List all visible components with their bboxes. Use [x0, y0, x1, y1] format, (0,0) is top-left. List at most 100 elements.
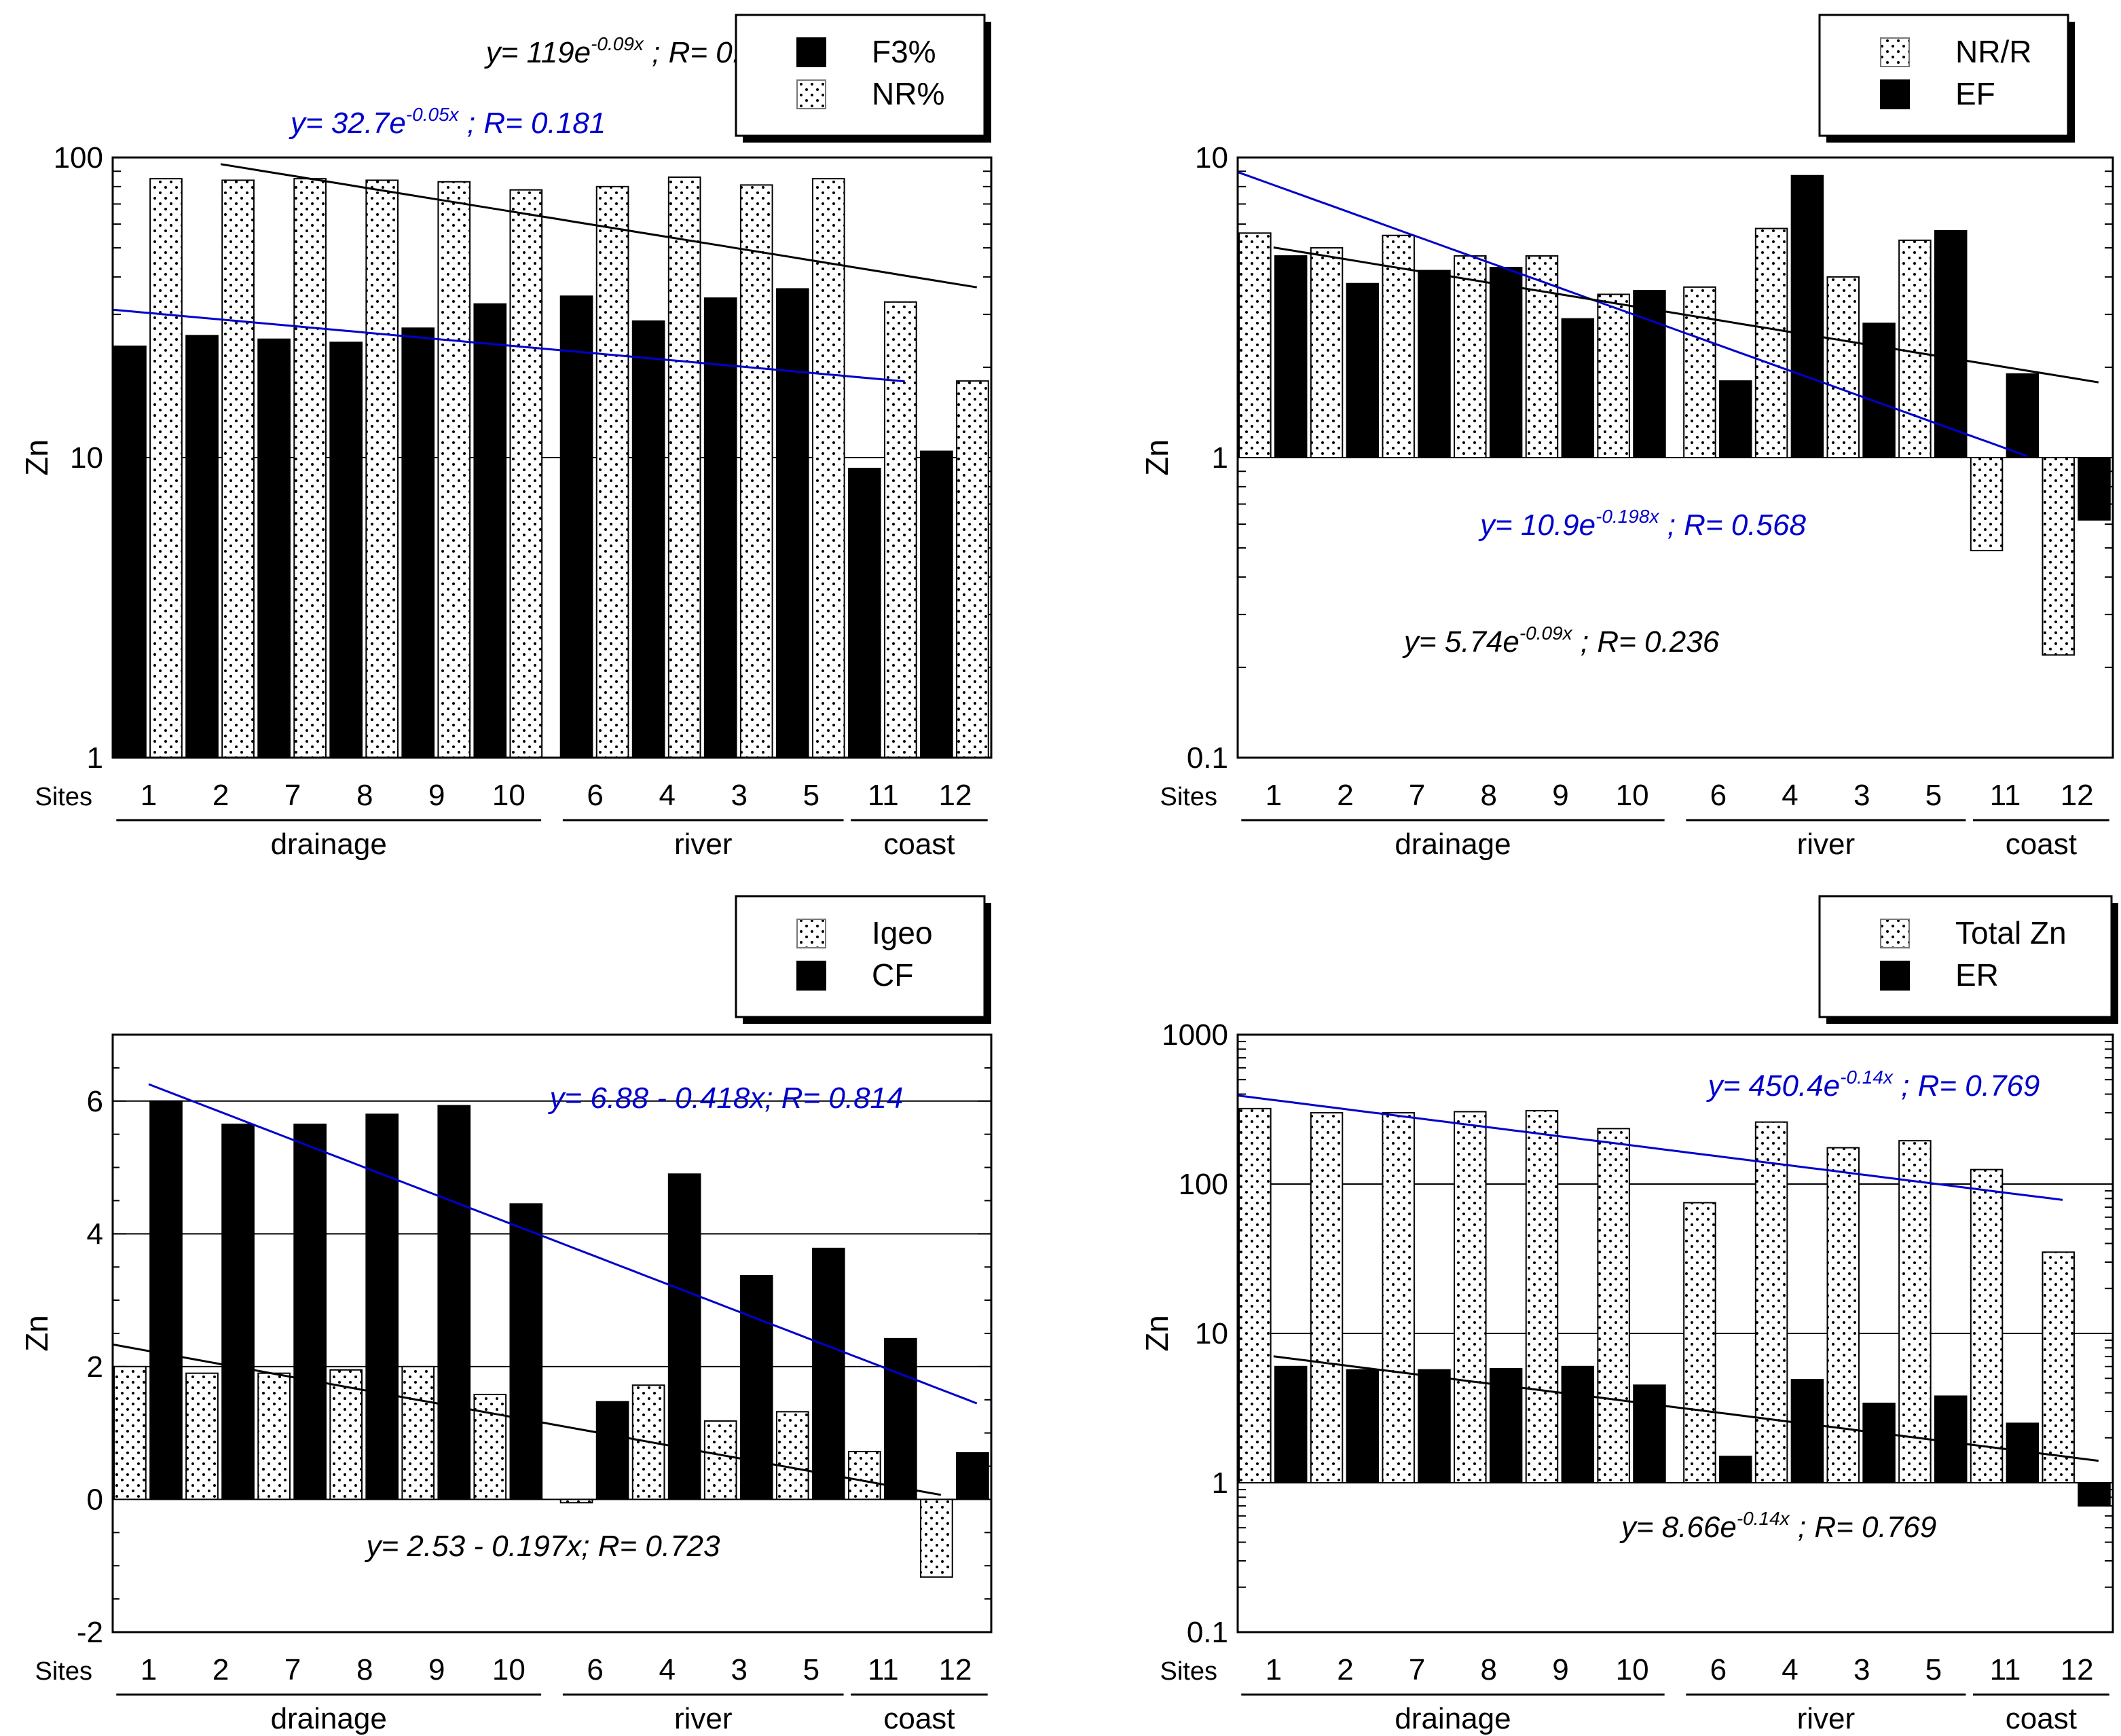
bar-nr-r-site-11 — [1970, 457, 2004, 551]
legend-label-1: NR/R — [1955, 34, 2031, 69]
bar-f3--site-10 — [473, 303, 507, 758]
bar-total-zn-site-11 — [1970, 1168, 2004, 1483]
bar-f3--site-3 — [703, 297, 737, 758]
site-label-10: 10 — [1616, 779, 1649, 812]
bar-ef-site-6 — [1719, 380, 1752, 458]
site-label-9: 9 — [428, 1653, 445, 1686]
y-tick-label: 1 — [1212, 1466, 1228, 1500]
bar-ef-site-11 — [2006, 373, 2040, 458]
bar-cf-site-10 — [509, 1203, 543, 1500]
site-label-7: 7 — [1409, 1653, 1425, 1686]
site-label-8: 8 — [1481, 779, 1497, 812]
sites-label: Sites — [1160, 1657, 1217, 1686]
bar-ef-site-7 — [1418, 270, 1451, 458]
bar-nr--site-7 — [293, 178, 327, 758]
fit-line-1 — [148, 1083, 978, 1405]
y-tick-label: -2 — [77, 1616, 103, 1649]
site-label-10: 10 — [492, 779, 525, 812]
site-label-1: 1 — [1266, 779, 1282, 812]
bar-cf-site-5 — [811, 1247, 845, 1500]
bar-cf-site-9 — [437, 1105, 471, 1500]
bar-nr-r-site-5 — [1898, 239, 1932, 458]
bar-igeo-site-7 — [257, 1372, 291, 1500]
site-label-2: 2 — [213, 779, 229, 812]
y-tick-label: 1 — [87, 741, 103, 775]
site-label-10: 10 — [1616, 1653, 1649, 1686]
site-label-11: 11 — [868, 779, 899, 812]
bar-er-site-2 — [1346, 1369, 1380, 1483]
bar-total-zn-site-1 — [1238, 1107, 1272, 1484]
bar-nr-r-site-12 — [2042, 457, 2075, 656]
site-label-5: 5 — [803, 779, 819, 812]
bar-nr--site-3 — [739, 184, 773, 758]
y-tick-label: 2 — [87, 1350, 103, 1384]
site-label-5: 5 — [803, 1653, 819, 1686]
bar-igeo-site-2 — [185, 1372, 219, 1500]
site-label-4: 4 — [1782, 779, 1798, 812]
sites-label: Sites — [35, 1657, 92, 1686]
y-tick-label: 0.1 — [1187, 741, 1228, 775]
bar-ef-site-5 — [1934, 229, 1968, 458]
site-label-2: 2 — [1337, 779, 1353, 812]
fit-equation-1: y= 450.4e-0.14x ; R= 0.769 — [1706, 1067, 2040, 1103]
fit-line-2 — [112, 1343, 942, 1496]
bar-cf-site-11 — [884, 1337, 917, 1500]
site-label-2: 2 — [213, 1653, 229, 1686]
group-label-coast: coast — [2006, 828, 2077, 861]
bar-igeo-site-1 — [113, 1365, 147, 1500]
group-label-coast: coast — [2006, 1702, 2077, 1735]
bar-nr-r-site-4 — [1754, 227, 1788, 458]
bar-igeo-site-11 — [847, 1451, 881, 1500]
site-label-1: 1 — [1266, 1653, 1282, 1686]
fit-equation-2: y= 32.7e-0.05x ; R= 0.181 — [289, 104, 606, 140]
group-label-river: river — [674, 828, 733, 861]
legend-d: Total Zn ER — [1818, 895, 2118, 1024]
y-tick-label: 4 — [87, 1217, 103, 1251]
site-label-12: 12 — [2061, 779, 2094, 812]
bar-f3--site-4 — [631, 320, 665, 758]
bar-nr--site-2 — [221, 179, 255, 758]
site-label-6: 6 — [1710, 779, 1727, 812]
bar-ef-site-3 — [1862, 322, 1896, 458]
bar-total-zn-site-7 — [1382, 1112, 1415, 1483]
site-label-7: 7 — [284, 1653, 301, 1686]
site-label-8: 8 — [356, 779, 373, 812]
bar-nr--site-8 — [365, 179, 399, 758]
bar-ef-site-9 — [1561, 318, 1595, 458]
y-tick-label: 6 — [87, 1085, 103, 1118]
bar-er-site-6 — [1719, 1456, 1752, 1484]
site-label-3: 3 — [731, 1653, 748, 1686]
site-label-7: 7 — [1409, 779, 1425, 812]
site-label-12: 12 — [2061, 1653, 2094, 1686]
bar-total-zn-site-12 — [2042, 1251, 2075, 1484]
bar-cf-site-8 — [365, 1113, 399, 1500]
y-axis-label: Zn — [19, 439, 54, 476]
bar-er-site-1 — [1274, 1365, 1308, 1484]
legend-swatch-1 — [1880, 919, 1910, 948]
fit-line-2 — [112, 308, 905, 383]
bar-ef-site-8 — [1489, 267, 1523, 458]
fit-line-1 — [1237, 171, 2027, 458]
group-label-river: river — [674, 1702, 733, 1735]
site-label-3: 3 — [1853, 779, 1870, 812]
site-label-9: 9 — [1552, 1653, 1568, 1686]
group-label-drainage: drainage — [1395, 828, 1511, 861]
bar-er-site-9 — [1561, 1365, 1595, 1484]
bar-f3--site-8 — [329, 341, 363, 758]
site-label-4: 4 — [659, 779, 675, 812]
group-label-coast: coast — [883, 1702, 955, 1735]
site-label-12: 12 — [938, 1653, 972, 1686]
bar-nr--site-10 — [509, 189, 543, 758]
fit-equation-2: y= 2.53 - 0.197x; R= 0.723 — [364, 1530, 720, 1563]
legend-swatch-2 — [796, 79, 826, 109]
plot-frame — [111, 1033, 993, 1633]
y-axis-label: Zn — [1139, 1315, 1175, 1352]
bar-f3--site-5 — [775, 288, 809, 758]
legend-label-2: NR% — [872, 76, 944, 111]
bar-er-site-4 — [1790, 1379, 1824, 1483]
site-label-11: 11 — [1990, 779, 2021, 812]
legend-label-2: CF — [872, 957, 913, 993]
site-label-1: 1 — [141, 779, 157, 812]
bar-igeo-site-12 — [920, 1498, 953, 1578]
